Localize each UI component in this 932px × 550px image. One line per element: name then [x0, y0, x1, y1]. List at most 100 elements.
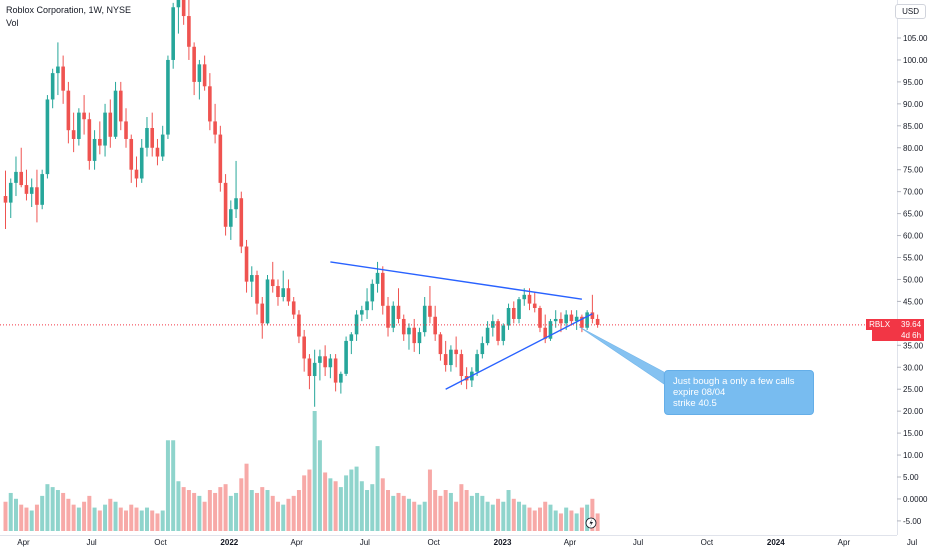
volume-bar: [144, 507, 149, 531]
candle-body: [14, 171, 18, 183]
candle-body: [239, 198, 244, 247]
currency-button[interactable]: USD: [895, 4, 926, 19]
volume-bar: [265, 490, 270, 531]
price-tick-label: 55.00: [903, 254, 924, 263]
volume-bar: [34, 504, 39, 531]
volume-bar: [433, 490, 438, 531]
candle-body: [281, 288, 286, 298]
candle-body: [260, 303, 265, 324]
volume-bar: [176, 481, 181, 531]
trendline-lower: [445, 313, 593, 390]
symbol-title[interactable]: Roblox Corporation, 1W, NYSE: [6, 5, 132, 15]
candle-body: [548, 321, 553, 339]
volume-bar: [244, 463, 249, 531]
volume-bar: [228, 495, 233, 531]
candle-body: [506, 307, 511, 326]
candle-body: [202, 64, 207, 87]
time-tick-label: Jul: [86, 538, 96, 547]
volume-bar: [386, 490, 391, 531]
volume-bar: [412, 501, 417, 531]
candle-body: [223, 182, 228, 227]
candle-body: [354, 314, 359, 335]
candle-body: [249, 275, 254, 282]
candle-body: [454, 349, 458, 355]
price-tick-label: 20.00: [903, 407, 924, 416]
candle-body: [480, 343, 485, 355]
volume-bar: [312, 411, 317, 531]
candle-body: [380, 272, 385, 306]
candle-body: [391, 305, 396, 328]
volume-bar: [459, 484, 464, 531]
price-tick-label: 75.00: [903, 166, 924, 175]
candle-body: [538, 307, 542, 328]
time-tick-label: Jul: [633, 538, 643, 547]
candle-body: [108, 112, 113, 137]
volume-bar: [349, 469, 354, 531]
price-tick-label: 10.00: [903, 451, 924, 460]
candle-body: [82, 112, 86, 120]
volume-bar: [501, 501, 506, 531]
volume-bar: [396, 492, 401, 531]
volume-bar: [511, 498, 516, 531]
candle-body: [234, 198, 238, 210]
price-tick-label: 35.00: [903, 341, 924, 350]
volume-bar: [537, 507, 542, 531]
candle-body: [98, 138, 102, 146]
volume-bar: [45, 484, 50, 531]
volume-bar: [517, 501, 522, 531]
candle-body: [496, 321, 500, 341]
volume-bar: [359, 481, 364, 531]
volume-bar: [3, 501, 8, 531]
volume-bar: [61, 492, 66, 531]
candle-body: [297, 314, 301, 337]
volume-bar: [558, 513, 563, 531]
volume-bar: [171, 440, 176, 531]
candle-body: [532, 303, 537, 308]
candle-body: [66, 90, 71, 131]
volume-bar: [82, 501, 87, 531]
volume-bar: [543, 501, 548, 531]
candle-body: [87, 119, 92, 161]
candle-body: [475, 354, 479, 372]
volume-bar: [186, 490, 191, 531]
volume-bar: [365, 490, 370, 531]
candle-body: [71, 130, 76, 139]
time-tick-label: Oct: [154, 538, 167, 547]
candle-body: [386, 305, 390, 328]
candle-body: [229, 209, 233, 227]
candle-body: [449, 349, 453, 366]
volume-bar: [317, 440, 322, 531]
candle-body: [40, 174, 44, 205]
candle-body: [543, 327, 548, 339]
volume-bar: [281, 504, 286, 531]
candle-body: [208, 86, 212, 122]
candle-body: [433, 316, 437, 335]
volume-bar: [213, 492, 218, 531]
volume-bar: [113, 501, 118, 531]
annotation-callout[interactable]: Just bough a only a few calls expire 08/…: [664, 370, 814, 415]
volume-bar: [585, 504, 590, 531]
candle-body: [192, 46, 196, 82]
volume-bar: [506, 490, 511, 531]
price-value: 39.64: [901, 319, 922, 329]
volume-bar: [255, 492, 260, 531]
volume-bar: [129, 504, 134, 531]
candle-body: [276, 286, 280, 298]
candle-body: [302, 336, 306, 359]
bar-countdown: 4d 6h: [901, 330, 922, 340]
candle-body: [517, 299, 521, 319]
time-tick-label: 2024: [767, 538, 785, 547]
time-tick-label: 2023: [494, 538, 512, 547]
price-tick-label: 70.00: [903, 188, 924, 197]
volume-bar: [438, 495, 443, 531]
volume-bar: [291, 495, 296, 531]
volume-bar: [417, 504, 422, 531]
volume-bar: [427, 469, 432, 531]
price-tick-label: 45.00: [903, 297, 924, 306]
candle-body: [401, 318, 406, 335]
volume-bar: [66, 498, 71, 531]
price-tick-label: 30.00: [903, 363, 924, 372]
candle-body: [564, 314, 568, 324]
volume-bar: [307, 469, 312, 531]
